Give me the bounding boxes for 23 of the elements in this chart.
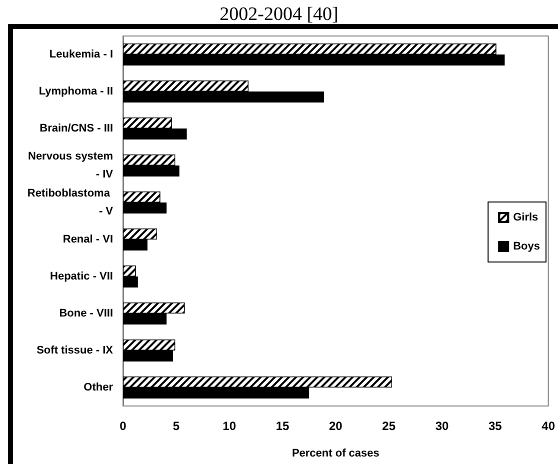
x-tick-label: 25 [382, 419, 396, 433]
x-tick-label: 10 [222, 419, 236, 433]
y-tick-label: Soft tissue - IX [36, 344, 114, 356]
y-tick-label: Renal - VI [62, 234, 113, 246]
y-tick-label: Retiboblastoma - V [27, 188, 114, 218]
y-tick-label: Leukemia - I [49, 48, 113, 60]
y-tick-label: Brain/CNS - III [40, 122, 113, 134]
x-tick-label: 0 [120, 419, 127, 433]
x-tick-label: 5 [172, 419, 180, 433]
x-tick-label: 20 [328, 419, 343, 433]
y-tick-label: Hepatic - VII [50, 270, 113, 282]
x-tick-label: 40 [542, 419, 556, 433]
x-tick-label: 15 [276, 419, 290, 433]
legend-label: Boys [513, 240, 540, 252]
x-tick-label: 35 [488, 419, 502, 433]
y-tick-label: Other [84, 382, 114, 394]
legend-label: Girls [513, 212, 538, 224]
y-tick-label: Lymphoma - II [38, 86, 113, 98]
x-tick-label: 30 [435, 419, 449, 433]
chart-title: 2002-2004 [40] [220, 4, 338, 25]
x-axis-title: Percent of cases [292, 448, 380, 460]
y-tick-label: Nervous system - IV [28, 150, 114, 180]
y-tick-label: Bone - VIII [59, 308, 113, 320]
